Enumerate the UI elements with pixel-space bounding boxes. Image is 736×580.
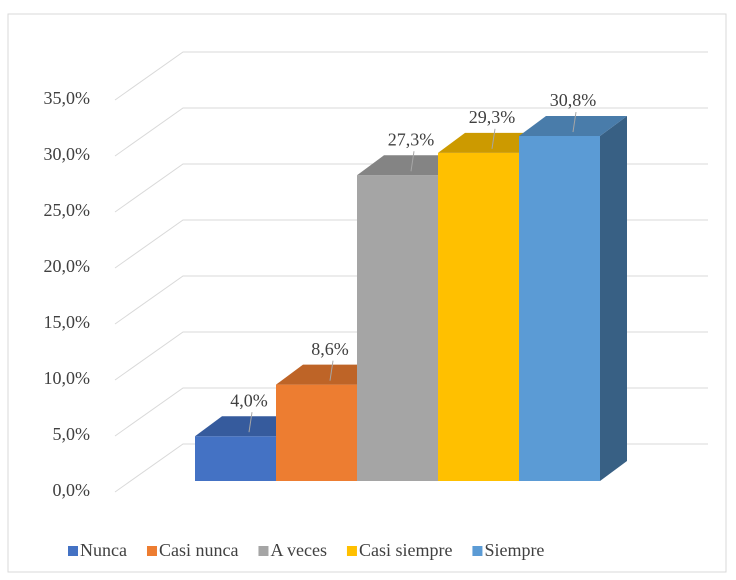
legend-swatch [146, 546, 157, 556]
bar [519, 116, 627, 482]
bar-side [600, 116, 627, 481]
leader-line [572, 111, 577, 133]
grid-line [114, 51, 708, 101]
y-tick-label: 10,0% [44, 368, 91, 388]
y-tick-label: 15,0% [44, 312, 91, 332]
y-tick-label: 0,0% [53, 480, 91, 500]
bar-front [276, 384, 357, 481]
legend-label: Siempre [484, 540, 544, 560]
y-tick-label: 30,0% [44, 144, 91, 164]
y-tick-label: 5,0% [53, 424, 91, 444]
bar-front [438, 152, 519, 481]
bar-front [195, 436, 276, 481]
value-label: 8,6% [311, 339, 349, 359]
legend-swatch [68, 546, 78, 556]
bar-front [357, 175, 438, 482]
leader-line [248, 412, 253, 433]
legend-swatch [346, 546, 357, 556]
value-label: 4,0% [230, 390, 268, 410]
bar-top [519, 116, 627, 137]
legend-swatch [258, 546, 269, 556]
leader-line [329, 360, 334, 381]
y-tick-label: 25,0% [44, 200, 91, 220]
legend-swatch [472, 546, 483, 556]
value-label: 30,8% [550, 90, 597, 110]
legend-label: A veces [270, 540, 326, 560]
leader-line [410, 151, 415, 172]
legend-label: Casi nunca [159, 540, 238, 560]
legend-label: Nunca [80, 540, 127, 560]
bar-front [519, 136, 600, 482]
value-label: 27,3% [388, 129, 435, 149]
grid-line [114, 107, 708, 157]
legend-label: Casi siempre [359, 540, 452, 560]
y-tick-label: 20,0% [44, 256, 91, 276]
leader-line [491, 128, 496, 149]
value-label: 29,3% [469, 107, 516, 127]
y-tick-label: 35,0% [44, 88, 91, 108]
